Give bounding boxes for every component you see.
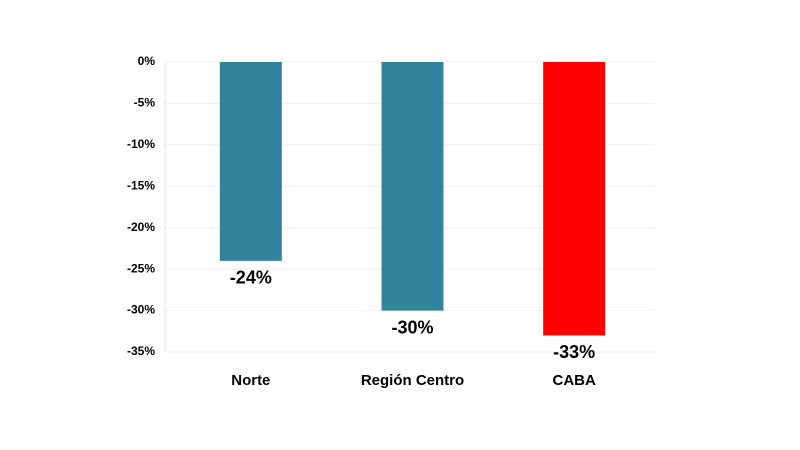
value-label: -33%	[553, 342, 595, 362]
y-tick-label: -25%	[127, 261, 155, 275]
y-tick-label: 0%	[138, 54, 156, 68]
y-tick-label: -15%	[127, 178, 155, 192]
x-tick-label: Región Centro	[361, 372, 464, 389]
bar	[381, 62, 444, 311]
value-label: -30%	[391, 317, 433, 337]
bar	[219, 62, 282, 261]
y-tick-label: -35%	[127, 344, 155, 358]
value-label: -24%	[230, 268, 272, 288]
bar	[543, 62, 606, 336]
y-tick-label: -30%	[127, 303, 155, 317]
y-tick-label: -10%	[127, 137, 155, 151]
y-tick-label: -5%	[134, 96, 156, 110]
y-tick-label: -20%	[127, 220, 155, 234]
x-tick-label: CABA	[552, 372, 595, 389]
x-tick-label: Norte	[231, 372, 270, 389]
